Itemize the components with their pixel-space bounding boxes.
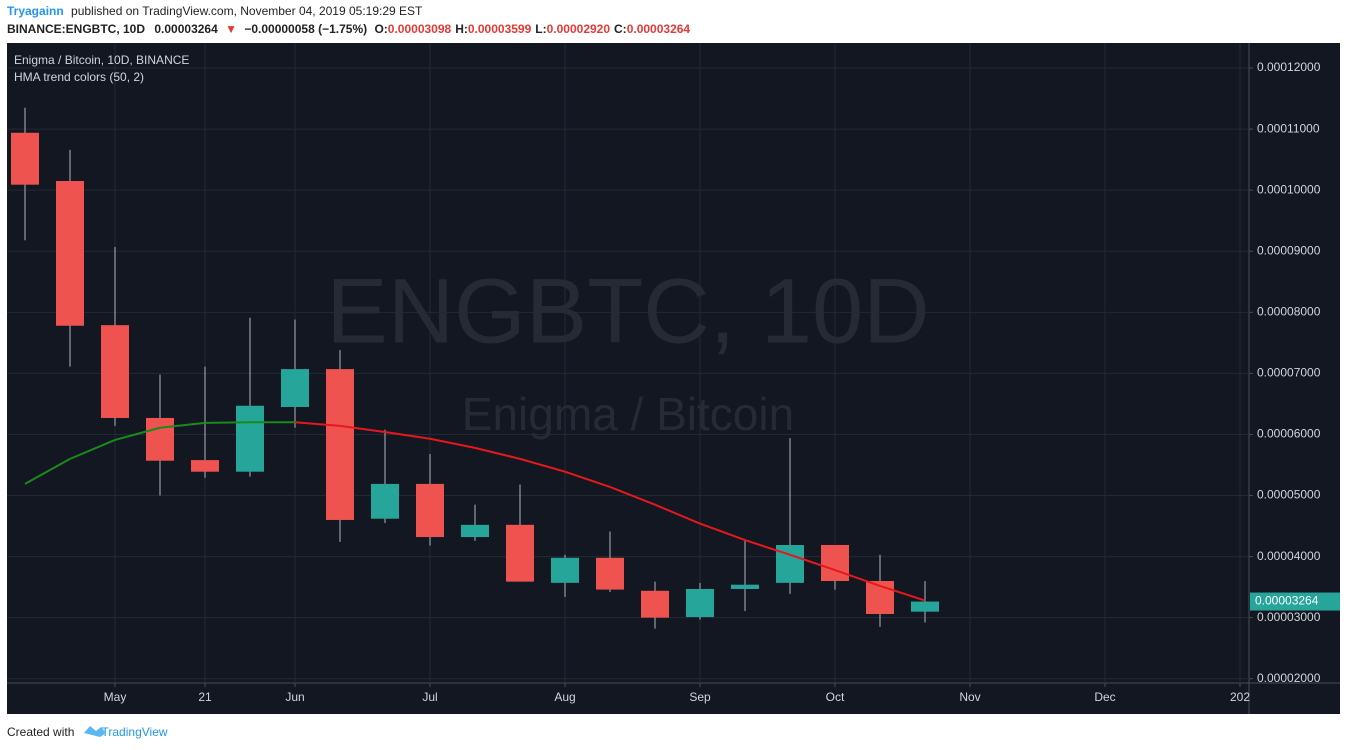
last-price-label: 0.00003264 bbox=[1255, 594, 1319, 608]
candle-body bbox=[731, 584, 759, 589]
candle-body bbox=[326, 369, 354, 520]
footer-brand[interactable]: TradingView bbox=[102, 725, 168, 739]
change-arrow: ▼ bbox=[225, 22, 237, 36]
y-tick-label: 0.00004000 bbox=[1257, 549, 1321, 563]
y-tick-label: 0.00010000 bbox=[1257, 182, 1321, 196]
candle-body bbox=[281, 369, 309, 407]
ohlc-label: C: bbox=[614, 22, 627, 36]
candle-body bbox=[56, 181, 84, 326]
x-tick-label: May bbox=[104, 690, 127, 704]
hma-segment bbox=[789, 553, 836, 571]
ohlc-value: 0.00003599 bbox=[468, 22, 532, 36]
change: −0.00000058 (−1.75%) bbox=[244, 22, 367, 36]
y-tick-label: 0.00005000 bbox=[1257, 488, 1321, 502]
legend-title: Enigma / Bitcoin, 10D, BINANCE bbox=[14, 53, 189, 67]
y-tick-label: 0.00003000 bbox=[1257, 610, 1321, 624]
candle-body bbox=[101, 325, 129, 418]
candle-body bbox=[551, 557, 579, 583]
x-tick-label: Jun bbox=[285, 690, 304, 704]
y-tick-label: 0.00007000 bbox=[1257, 366, 1321, 380]
chart-panel bbox=[7, 43, 1340, 714]
hma-segment bbox=[609, 486, 656, 506]
footer-prefix: Created with bbox=[7, 725, 74, 739]
symbol-info: BINANCE:ENGBTC, 10D 0.00003264 ▼ −0.0000… bbox=[7, 22, 690, 36]
hma-segment bbox=[339, 424, 386, 433]
y-tick-label: 0.00006000 bbox=[1257, 427, 1321, 441]
candle-body bbox=[371, 483, 399, 519]
hma-segment bbox=[834, 569, 881, 587]
y-tick-label: 0.00002000 bbox=[1257, 671, 1321, 685]
candle-body bbox=[461, 524, 489, 538]
hma-segment bbox=[474, 446, 521, 460]
author[interactable]: Tryagainn bbox=[7, 4, 64, 18]
last-price-box bbox=[1250, 592, 1340, 611]
y-tick-label: 0.00008000 bbox=[1257, 304, 1321, 318]
last-price: 0.00003264 bbox=[154, 22, 218, 36]
candle-body bbox=[191, 460, 219, 472]
hma-segment bbox=[744, 539, 791, 556]
publish-line: Tryagainn published on TradingView.com, … bbox=[7, 4, 423, 18]
watermark-symbol: ENGBTC, 10D bbox=[326, 260, 929, 362]
ohlc-value: 0.00002920 bbox=[547, 22, 611, 36]
watermark-name: Enigma / Bitcoin bbox=[462, 388, 794, 440]
hma-segment bbox=[699, 522, 746, 542]
x-tick-label: Sep bbox=[689, 690, 711, 704]
hma-segment bbox=[519, 457, 566, 473]
candle-body bbox=[11, 132, 39, 185]
x-tick-label: Nov bbox=[959, 690, 980, 704]
y-tick-label: 0.00012000 bbox=[1257, 60, 1321, 74]
hma-segment bbox=[654, 503, 701, 525]
hma-segment bbox=[69, 439, 116, 460]
candle-body bbox=[596, 557, 624, 590]
candle-body bbox=[821, 544, 849, 582]
ohlc-label: O: bbox=[374, 22, 387, 36]
candle-body bbox=[146, 417, 174, 461]
hma-segment bbox=[159, 421, 206, 429]
y-tick-label: 0.00011000 bbox=[1257, 121, 1320, 135]
x-tick-label: Jul bbox=[422, 690, 437, 704]
x-tick-label: 21 bbox=[198, 690, 212, 704]
hma-segment bbox=[294, 421, 341, 427]
x-tick-label: Aug bbox=[554, 690, 575, 704]
x-tick-label: Dec bbox=[1094, 690, 1115, 704]
x-tick-label: Oct bbox=[826, 690, 845, 704]
symbol: BINANCE:ENGBTC, 10D bbox=[7, 22, 145, 36]
hma-segment bbox=[204, 421, 251, 424]
ohlc-label: H: bbox=[455, 22, 468, 36]
candle-body bbox=[236, 405, 264, 472]
hma-segment bbox=[564, 470, 611, 488]
ohlc-value: 0.00003098 bbox=[388, 22, 452, 36]
hma-segment bbox=[24, 458, 71, 485]
candle-body bbox=[416, 483, 444, 538]
hma-segment bbox=[879, 584, 926, 602]
candle-body bbox=[506, 524, 534, 582]
candle-body bbox=[911, 601, 939, 612]
hma-segment bbox=[114, 426, 161, 441]
ohlc-value: 0.00003264 bbox=[627, 22, 691, 36]
hma-segment bbox=[384, 431, 431, 440]
hma-segment bbox=[429, 437, 476, 449]
published: published on TradingView.com, November 0… bbox=[71, 4, 423, 18]
x-tick-label: 202 bbox=[1230, 690, 1250, 704]
candle-body bbox=[686, 588, 714, 618]
candle-body bbox=[641, 590, 669, 618]
indicator-label: HMA trend colors (50, 2) bbox=[14, 70, 144, 84]
ohlc-label: L: bbox=[535, 22, 546, 36]
footer: Created with TradingView bbox=[7, 725, 168, 739]
y-tick-label: 0.00009000 bbox=[1257, 243, 1321, 257]
footer-logo bbox=[84, 726, 106, 737]
